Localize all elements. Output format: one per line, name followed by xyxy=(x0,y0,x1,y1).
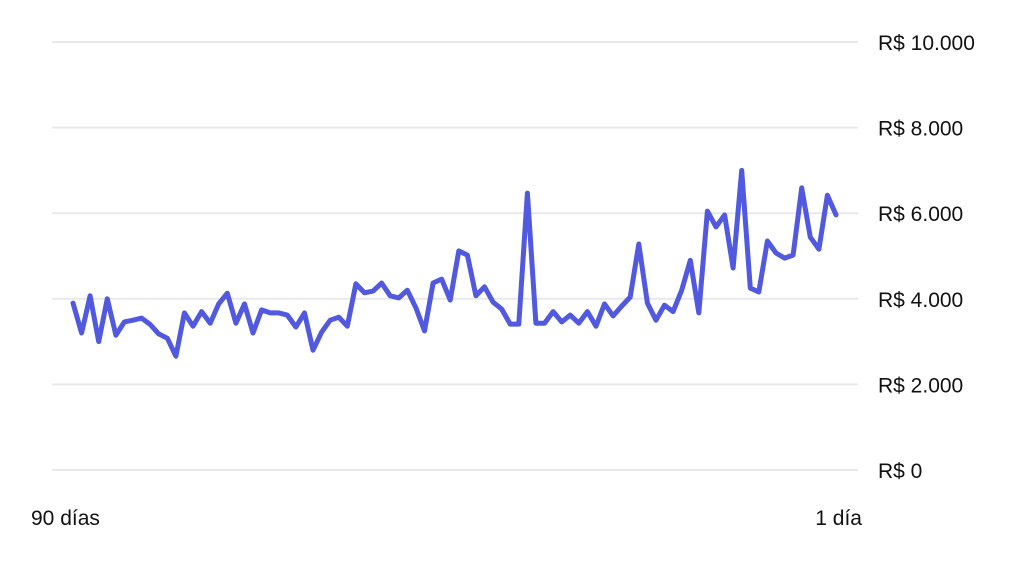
x-tick-label-end: 1 día xyxy=(815,507,862,530)
y-tick-label: R$ 8.000 xyxy=(878,118,963,141)
series-line xyxy=(70,167,839,359)
y-tick-label: R$ 0 xyxy=(878,460,922,483)
y-tick-label: R$ 10.000 xyxy=(878,32,975,55)
y-tick-label: R$ 4.000 xyxy=(878,289,963,312)
x-tick-label-start: 90 días xyxy=(31,507,100,530)
y-tick-label: R$ 6.000 xyxy=(878,203,963,226)
y-tick-label: R$ 2.000 xyxy=(878,374,963,397)
